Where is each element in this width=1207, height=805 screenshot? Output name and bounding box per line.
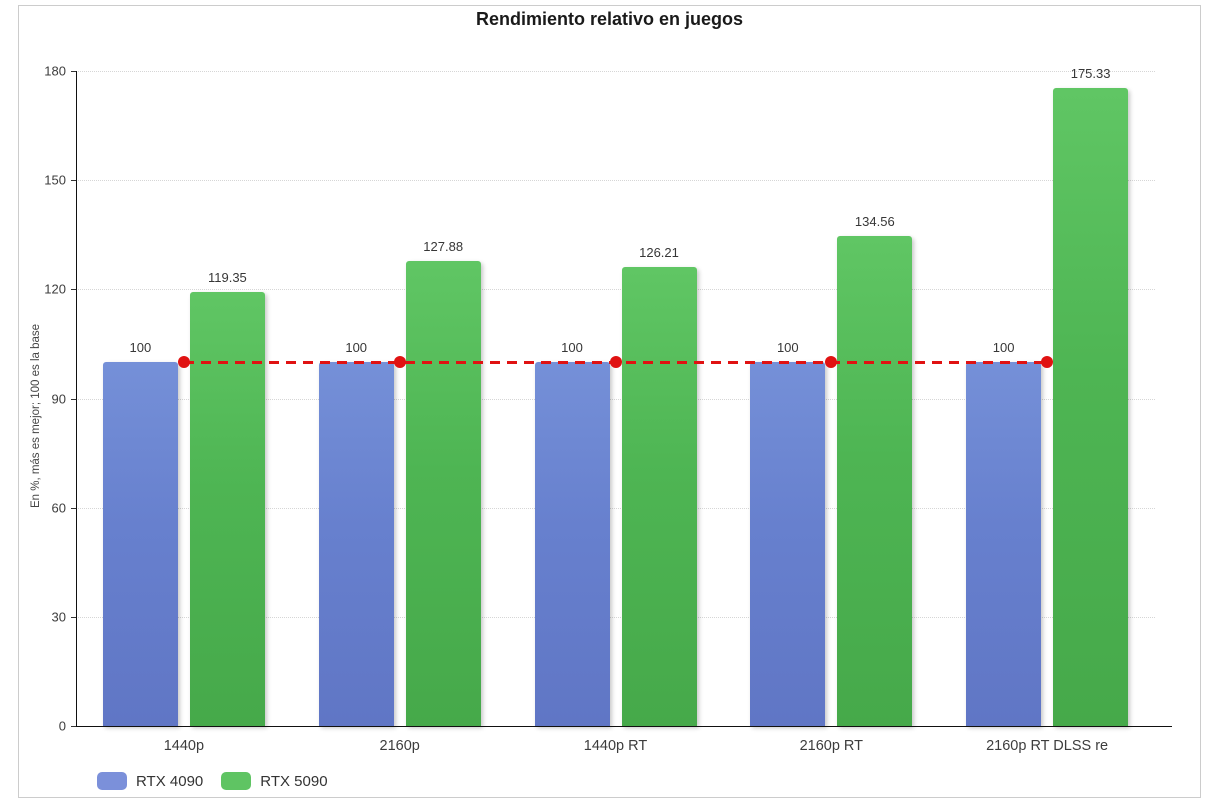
value-label: 119.35 xyxy=(207,269,247,285)
value-label: 100 xyxy=(345,340,368,356)
y-tick-30 xyxy=(71,616,76,618)
gridline-180 xyxy=(76,71,1155,72)
bar-rtx-4090-2160p[interactable] xyxy=(318,362,394,726)
gridline-60 xyxy=(76,507,1155,509)
x-category-label-2160p-rt: 2160p RT xyxy=(799,738,864,754)
value-label: 100 xyxy=(992,340,1015,356)
y-axis-line xyxy=(76,71,77,726)
x-category-label-2160p: 2160p xyxy=(379,738,420,754)
legend-swatch-rtx-4090 xyxy=(97,772,127,790)
bar-rtx-4090-1440p[interactable] xyxy=(102,362,178,726)
y-tick-label-90: 90 xyxy=(51,391,66,406)
gridline-90 xyxy=(76,398,1155,400)
x-category-label-1440p-rt: 1440p RT xyxy=(583,738,648,754)
y-tick-60 xyxy=(71,507,76,509)
y-tick-label-120: 120 xyxy=(44,281,66,297)
gridline-30 xyxy=(76,616,1155,618)
legend-label: RTX 5090 xyxy=(260,772,328,790)
chart-container: Rendimiento relativo en juegos En %, más… xyxy=(18,5,1201,798)
y-tick-150 xyxy=(71,180,76,182)
y-tick-label-150: 150 xyxy=(44,172,66,188)
y-tick-label-60: 60 xyxy=(51,500,66,516)
value-label: 175.33 xyxy=(1070,65,1111,81)
bar-rtx-5090-2160p-rt-dlss-re[interactable] xyxy=(1053,87,1129,726)
legend-item-rtx-4090[interactable]: RTX 4090 xyxy=(97,772,203,790)
y-tick-180 xyxy=(71,71,76,72)
legend-label: RTX 4090 xyxy=(136,772,204,790)
y-tick-label-0: 0 xyxy=(58,718,66,734)
x-axis-line xyxy=(76,726,1172,727)
y-tick-0 xyxy=(71,726,76,727)
baseline-marker-2160p-rt xyxy=(825,356,838,369)
gridline-120 xyxy=(76,289,1155,291)
bar-rtx-5090-1440p[interactable] xyxy=(189,291,265,726)
baseline-marker-1440p-rt xyxy=(609,356,622,369)
y-tick-90 xyxy=(71,398,76,400)
value-label: 134.56 xyxy=(854,214,895,230)
y-tick-120 xyxy=(71,289,76,291)
y-tick-label-180: 180 xyxy=(44,63,66,79)
bar-rtx-5090-1440p-rt[interactable] xyxy=(621,266,697,726)
bar-rtx-4090-1440p-rt[interactable] xyxy=(534,362,610,726)
y-tick-label-30: 30 xyxy=(51,609,66,625)
plot-area: 0 30 60 90 120 150 180 100 100 100 100 100 119.35 127… xyxy=(19,6,1200,797)
legend: RTX 4090 RTX 5090 xyxy=(97,772,328,790)
baseline-marker-2160p-rt-dlss-re xyxy=(1041,356,1054,369)
bar-rtx-4090-2160p-rt[interactable] xyxy=(750,362,826,726)
baseline-marker-1440p xyxy=(177,356,190,369)
bar-rtx-5090-2160p[interactable] xyxy=(405,260,481,726)
legend-swatch-rtx-5090 xyxy=(221,772,252,790)
bar-rtx-4090-2160p-rt-dlss-re[interactable] xyxy=(966,362,1042,726)
legend-item-rtx-5090[interactable]: RTX 5090 xyxy=(221,772,328,790)
gridline-150 xyxy=(76,180,1155,182)
bar-rtx-5090-2160p-rt[interactable] xyxy=(837,236,913,726)
chart-title: Rendimiento relativo en juegos xyxy=(475,9,744,29)
value-label: 100 xyxy=(561,340,583,356)
value-label: 100 xyxy=(776,340,799,356)
value-label: 126.21 xyxy=(639,244,679,260)
value-label: 127.88 xyxy=(423,238,464,254)
x-category-label-2160p-rt-dlss-re: 2160p RT DLSS re xyxy=(986,738,1109,754)
baseline-marker-2160p xyxy=(393,356,406,369)
x-category-label-1440p: 1440p xyxy=(163,738,205,754)
value-label: 100 xyxy=(129,340,152,356)
